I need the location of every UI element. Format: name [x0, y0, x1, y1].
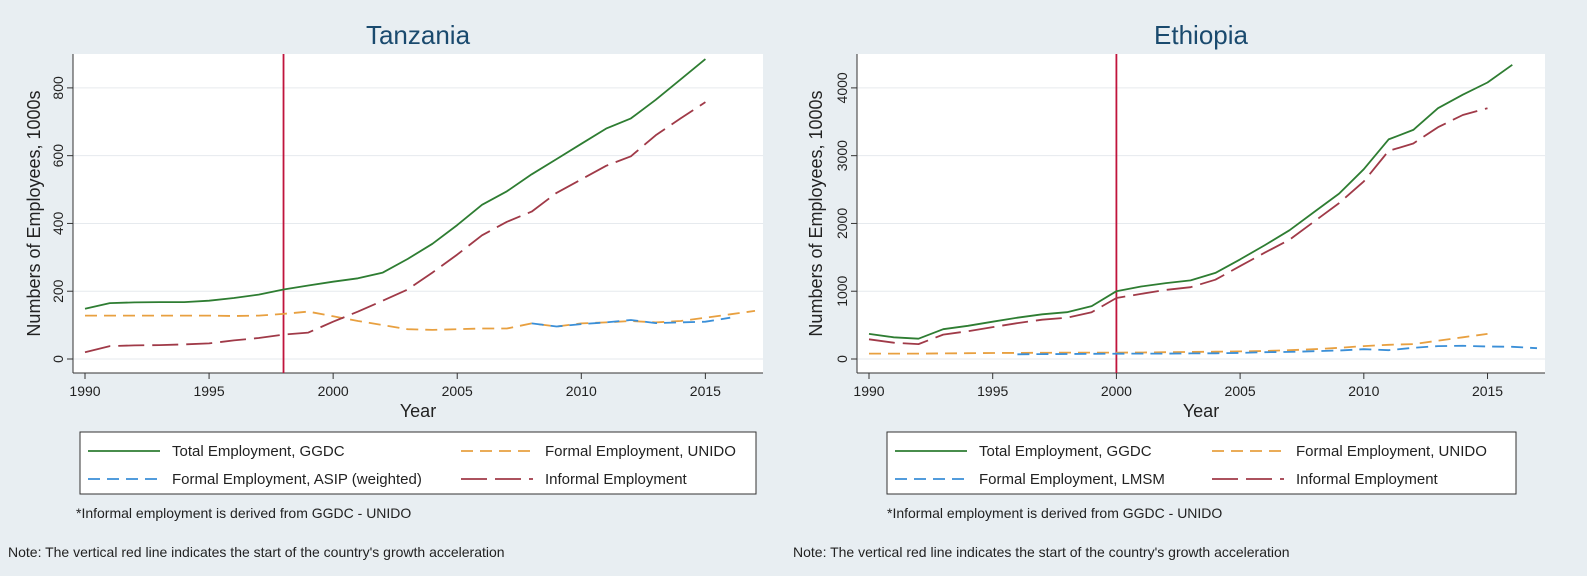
x-tick-label: 2005: [442, 383, 473, 399]
x-tick-label: 2015: [1472, 383, 1503, 399]
series-line-total-employment-ggdc: [868, 64, 1513, 340]
plot-area: [73, 54, 763, 373]
tanzania-panel: 0 200 400 600 800 1990 1995 2000 2005 2010 2015 Tan…: [8, 20, 763, 560]
legend-label-informal-employment: Informal Employment: [1296, 471, 1439, 488]
legend-label-formal-employment-lmsm: Formal Employment, LMSM: [979, 471, 1165, 488]
legend-label-formal-employment-unido: Formal Employment, UNIDO: [545, 443, 736, 460]
y-tick-label: 4000: [834, 72, 850, 103]
y-tick-label: 800: [50, 76, 66, 100]
x-tick-label: 2005: [1225, 383, 1256, 399]
x-tick-label: 1990: [853, 383, 884, 399]
x-tick-label: 2010: [566, 383, 597, 399]
y-tick-label: 600: [50, 144, 66, 168]
footnote: *Informal employment is derived from GGD…: [887, 505, 1222, 521]
y-axis-label: Numbers of Employees, 1000s: [806, 90, 826, 336]
legend-label-total-employment-ggdc: Total Employment, GGDC: [979, 443, 1152, 460]
y-tick-label: 0: [50, 355, 66, 363]
y-tick-label: 3000: [834, 140, 850, 171]
x-axis-label: Year: [1183, 401, 1219, 421]
x-tick-label: 1990: [69, 383, 100, 399]
y-tick-label: 400: [50, 212, 66, 236]
note: Note: The vertical red line indicates th…: [8, 544, 505, 560]
series-line-formal-employment-unido: [869, 333, 1488, 355]
series-line-formal-employment-unido: [85, 310, 756, 331]
y-tick-label: 0: [834, 355, 850, 363]
x-tick-label: 2000: [318, 383, 349, 399]
legend-label-total-employment-ggdc: Total Employment, GGDC: [172, 443, 345, 460]
plot-area: [857, 54, 1545, 373]
legend-label-informal-employment: Informal Employment: [545, 471, 688, 488]
x-axis-label: Year: [400, 401, 436, 421]
legend-label-formal-employment-asip-weighted: Formal Employment, ASIP (weighted): [172, 471, 422, 488]
series-line-informal-employment: [868, 107, 1488, 346]
series-line-formal-employment-lmsm: [1017, 344, 1538, 356]
x-tick-label: 2000: [1101, 383, 1132, 399]
note: Note: The vertical red line indicates th…: [793, 544, 1290, 560]
chart-title: Tanzania: [366, 20, 471, 50]
legend-box: [79, 431, 757, 495]
legend-box: [886, 431, 1517, 495]
ethiopia-panel: 0 1000 2000 3000 4000 1990 1995 2000 2005 2010 201…: [793, 20, 1545, 560]
x-tick-label: 1995: [193, 383, 224, 399]
x-tick-label: 2015: [690, 383, 721, 399]
x-tick-label: 2010: [1348, 383, 1379, 399]
y-tick-label: 2000: [834, 208, 850, 239]
x-tick-label: 1995: [977, 383, 1008, 399]
series-line-informal-employment: [84, 101, 706, 354]
y-axis-label: Numbers of Employees, 1000s: [24, 90, 44, 336]
y-tick-label: 200: [50, 279, 66, 303]
y-tick-label: 1000: [834, 275, 850, 306]
legend-label-formal-employment-unido: Formal Employment, UNIDO: [1296, 443, 1487, 460]
series-line-total-employment-ggdc: [84, 58, 706, 310]
chart-title: Ethiopia: [1154, 20, 1248, 50]
footnote: *Informal employment is derived from GGD…: [76, 505, 411, 521]
series-line-formal-employment-asip-weighted: [531, 316, 731, 328]
